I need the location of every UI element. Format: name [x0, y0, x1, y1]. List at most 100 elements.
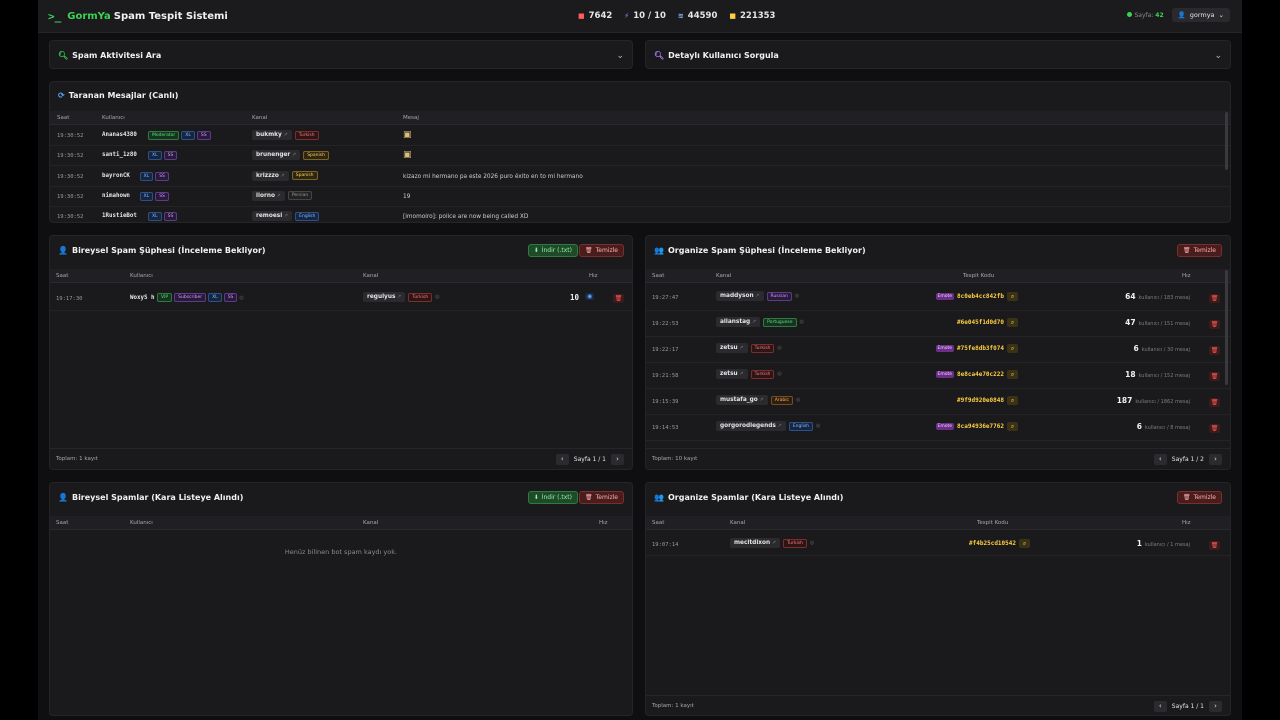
info-icon[interactable]: ◎: [239, 294, 244, 301]
user-badge: XL: [148, 151, 162, 161]
user-menu-button[interactable]: 👤 gormya ⌄: [1171, 8, 1230, 22]
next-page-button[interactable]: ›: [611, 454, 624, 465]
download-button[interactable]: ⬇ İndir (.txt): [527, 491, 578, 504]
prev-page-button[interactable]: ‹: [1153, 454, 1167, 465]
delete-button[interactable]: 🗑: [1209, 294, 1220, 303]
row-username[interactable]: bayronCK: [102, 172, 130, 179]
delete-button[interactable]: 🗑: [1209, 346, 1220, 355]
scrollbar[interactable]: [1225, 112, 1228, 170]
external-link-icon[interactable]: ↗: [770, 540, 777, 546]
row-username[interactable]: santi_1z80: [102, 152, 137, 159]
external-link-icon[interactable]: ↗: [395, 294, 402, 300]
detection-code[interactable]: #f4b25cd10542: [969, 540, 1016, 547]
external-link-icon[interactable]: ↗: [281, 132, 288, 138]
info-icon[interactable]: ◎: [799, 319, 804, 325]
chevron-down-icon[interactable]: ⌄: [616, 51, 624, 61]
channel-chip[interactable]: brunenger ↗: [252, 150, 301, 161]
search-icon[interactable]: ⌕: [1007, 292, 1018, 301]
external-link-icon[interactable]: ↗: [753, 293, 760, 299]
channel-chip[interactable]: maddyson ↗: [716, 291, 764, 301]
external-link-icon[interactable]: ↗: [750, 319, 757, 325]
external-link-icon[interactable]: ↗: [278, 172, 285, 179]
detection-code[interactable]: #9f9d920e0848: [957, 397, 1004, 404]
terminal-icon: >_: [48, 10, 62, 23]
column-header: Kanal: [730, 520, 746, 526]
channel-chip[interactable]: zetsu ↗: [716, 369, 748, 379]
row-username[interactable]: WoxyS h: [130, 295, 155, 301]
external-link-icon[interactable]: ↗: [282, 213, 289, 220]
chat-icon[interactable]: ◉: [585, 293, 595, 300]
user-query-panel[interactable]: 🔍︎ Detaylı Kullanıcı Sorgula ⌄: [645, 40, 1231, 69]
clear-button[interactable]: 🗑 Temizle: [1177, 244, 1222, 257]
delete-button[interactable]: 🗑: [1209, 424, 1220, 433]
search-activity-panel[interactable]: 🔍︎ Spam Aktivitesi Ara ⌄: [49, 40, 633, 69]
next-page-button[interactable]: ›: [1209, 701, 1222, 712]
user-badge: XL: [139, 171, 154, 181]
info-icon[interactable]: ◎: [794, 293, 800, 299]
channel-chip[interactable]: allanstag ↗: [716, 317, 761, 327]
channel-chip[interactable]: regulyus ↗: [363, 292, 406, 302]
channel-chip[interactable]: krizzzo ↗: [252, 170, 289, 181]
external-link-icon[interactable]: ↗: [775, 423, 782, 429]
clear-button[interactable]: 🗑 Temizle: [579, 244, 624, 257]
prev-page-button[interactable]: ‹: [555, 454, 569, 465]
info-icon[interactable]: ◎: [777, 371, 782, 377]
live-messages-header: ⟳ Taranan Mesajlar (Canlı): [58, 91, 178, 100]
external-link-icon[interactable]: ↗: [757, 397, 764, 403]
bolt-icon: ⚡: [624, 12, 630, 20]
channel-chip[interactable]: bukmky ↗: [252, 130, 292, 140]
total-count: Toplam: 10 kayıt: [652, 456, 698, 462]
info-icon[interactable]: ◎: [809, 540, 815, 546]
search-icon[interactable]: ⌕: [1007, 370, 1018, 379]
detection-code[interactable]: #6e045f1d0d70: [957, 319, 1004, 326]
language-badge: Arabic: [770, 395, 793, 405]
next-page-button[interactable]: ›: [1209, 454, 1222, 465]
channel-chip[interactable]: mecitdixon ↗: [730, 538, 781, 548]
external-link-icon[interactable]: ↗: [274, 192, 281, 199]
external-link-icon[interactable]: ↗: [290, 152, 297, 159]
delete-button[interactable]: 🗑: [1209, 541, 1220, 550]
search-icon[interactable]: ⌕: [1019, 539, 1030, 548]
scrollbar[interactable]: [1225, 270, 1228, 385]
row-username[interactable]: Ananas4380: [102, 132, 137, 138]
info-icon[interactable]: ◎: [777, 345, 782, 351]
prev-page-button[interactable]: ‹: [1153, 701, 1167, 712]
column-header: Tespit Kodu: [977, 520, 1009, 526]
brand[interactable]: >_ GormYa Spam Tespit Sistemi: [48, 10, 228, 23]
row-username[interactable]: 1RustieBot: [102, 213, 137, 220]
search-icon[interactable]: ⌕: [1007, 344, 1018, 353]
external-link-icon[interactable]: ↗: [737, 345, 744, 351]
detection-code[interactable]: 8e8ca4e70c222: [957, 371, 1004, 378]
page-indicator: Sayfa 1 / 1: [1171, 703, 1204, 710]
row-username[interactable]: nimahown: [102, 192, 130, 199]
channel-chip[interactable]: remoesi ↗: [252, 211, 293, 222]
delete-button[interactable]: 🗑: [1209, 320, 1220, 329]
detection-code[interactable]: #75fe8db3f074: [957, 345, 1004, 352]
search-icon[interactable]: ⌕: [1007, 422, 1018, 431]
search-icon[interactable]: ⌕: [1007, 318, 1018, 327]
row-time: 19:30:52: [57, 193, 84, 200]
code-group: Emote 8e8ca4e70c222 ⌕: [935, 370, 1018, 379]
delete-button[interactable]: 🗑: [1209, 372, 1220, 381]
clear-button[interactable]: 🗑 Temizle: [579, 491, 624, 504]
detection-code[interactable]: 8ca94936e7762: [957, 423, 1004, 430]
detection-code[interactable]: 8c0eb4cc842fb: [957, 293, 1004, 300]
info-icon[interactable]: ◎: [435, 294, 440, 300]
channel-chip[interactable]: mustafa_go ↗: [716, 395, 768, 405]
search-icon[interactable]: ⌕: [1007, 396, 1018, 405]
rate-group: 187 kullanıcı / 1862 mesaj: [1117, 396, 1190, 405]
empty-state: Henüz bilinen bot spam kaydı yok.: [284, 548, 398, 556]
channel-chip[interactable]: gorgorodlegends ↗: [716, 421, 786, 431]
channel-chip[interactable]: zetsu ↗: [716, 343, 748, 353]
download-button[interactable]: ⬇ İndir (.txt): [527, 244, 578, 257]
external-link-icon[interactable]: ↗: [737, 371, 744, 377]
info-icon[interactable]: ◎: [795, 397, 801, 403]
delete-button[interactable]: 🗑: [613, 294, 624, 303]
chevron-down-icon[interactable]: ⌄: [1214, 51, 1222, 61]
table-row: 19:21:58 zetsu ↗ Turkish ◎ Emote 8e8ca4e70c22…: [646, 364, 1230, 389]
delete-button[interactable]: 🗑: [1209, 398, 1220, 407]
clear-button[interactable]: 🗑 Temizle: [1177, 491, 1222, 504]
channel-group: bukmky ↗ Turkish: [252, 130, 319, 140]
channel-chip[interactable]: ilorno ↗: [252, 190, 285, 201]
info-icon[interactable]: ◎: [816, 423, 821, 429]
